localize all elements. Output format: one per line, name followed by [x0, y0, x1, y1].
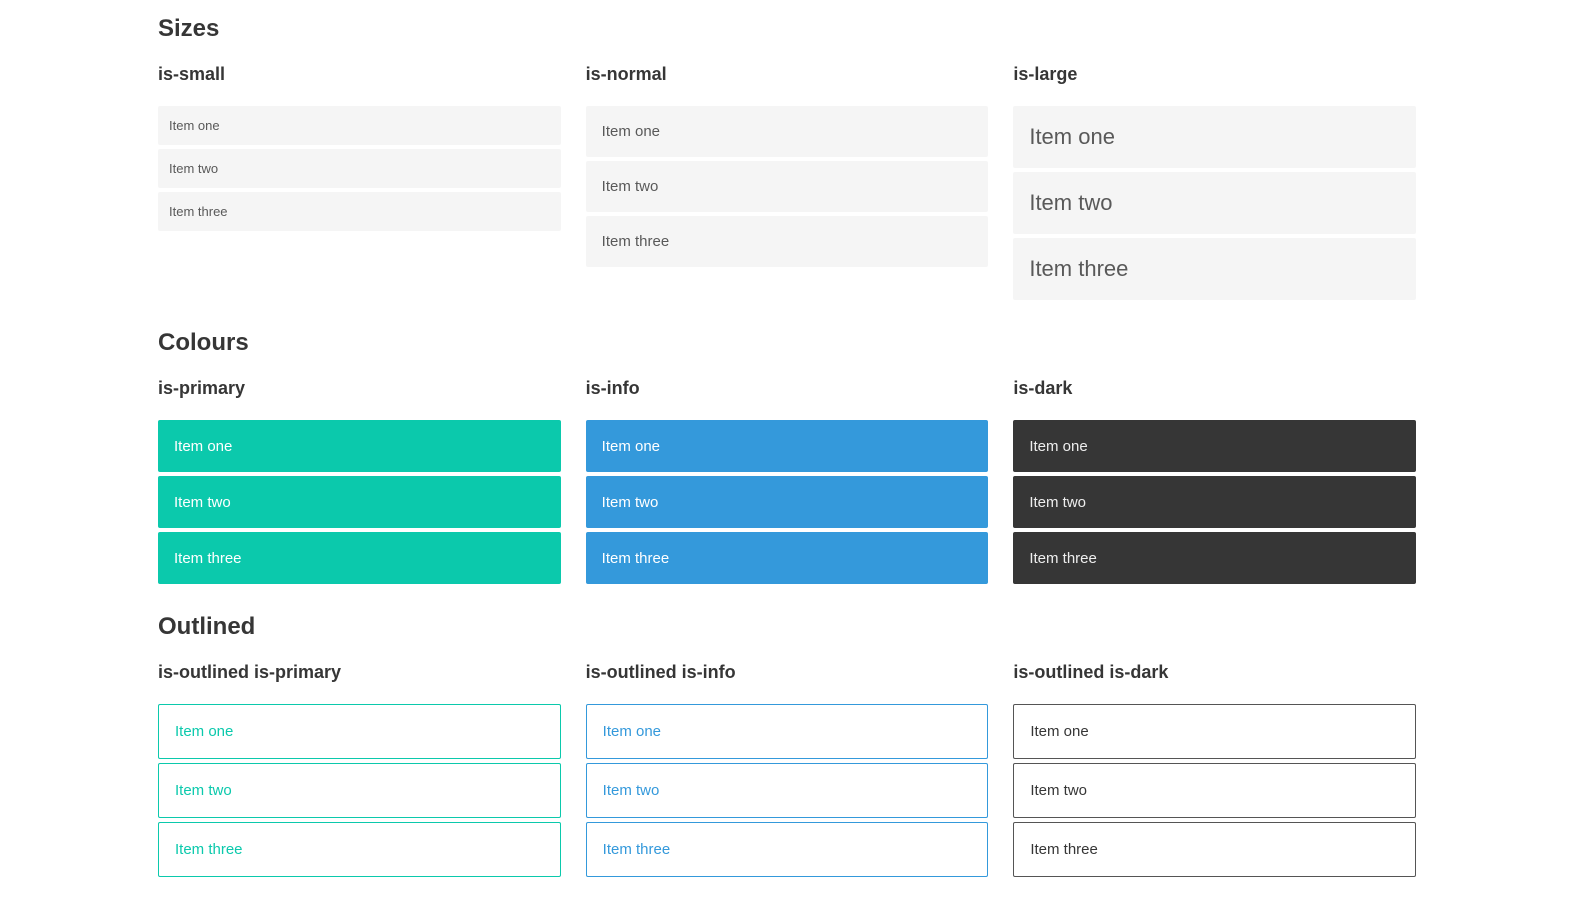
- column-is-outlined-is-primary: is-outlined is-primary Item one Item two…: [158, 661, 561, 881]
- list-item: Item one: [1013, 420, 1416, 472]
- list-item: Item one: [158, 420, 561, 472]
- list-item: Item three: [158, 532, 561, 584]
- outlined-grid: is-outlined is-primary Item one Item two…: [158, 661, 1416, 881]
- list-item: Item two: [585, 161, 989, 212]
- column-is-dark: is-dark Item one Item two Item three: [1013, 377, 1416, 588]
- list-item: Item one: [585, 704, 989, 759]
- list-item: Item one: [158, 704, 561, 759]
- section-outlined: Outlined is-outlined is-primary Item one…: [158, 613, 1416, 881]
- item-list-large: Item one Item two Item three: [1013, 106, 1416, 300]
- list-item: Item two: [158, 476, 561, 528]
- section-title-outlined: Outlined: [158, 613, 256, 640]
- list-item: Item one: [585, 420, 989, 472]
- section-title-colours: Colours: [158, 329, 249, 356]
- column-label-is-primary: is-primary: [158, 378, 246, 398]
- list-item: Item three: [1013, 822, 1416, 877]
- column-is-info: is-info Item one Item two Item three: [585, 377, 989, 588]
- column-label-is-small: is-small: [158, 64, 226, 84]
- column-label-is-normal: is-normal: [585, 64, 667, 84]
- list-item: Item one: [585, 106, 989, 157]
- list-item: Item two: [585, 476, 989, 528]
- item-list-primary: Item one Item two Item three: [158, 420, 561, 584]
- list-item: Item three: [158, 822, 561, 877]
- section-colours: Colours is-primary Item one Item two Ite…: [158, 329, 1416, 588]
- list-item: Item two: [585, 763, 989, 818]
- list-item: Item one: [1013, 704, 1416, 759]
- column-label-is-outlined-is-info: is-outlined is-info: [585, 662, 736, 682]
- list-item: Item two: [1013, 172, 1416, 234]
- list-item: Item two: [1013, 763, 1416, 818]
- list-item: Item three: [585, 532, 989, 584]
- column-is-primary: is-primary Item one Item two Item three: [158, 377, 561, 588]
- list-item: Item three: [1013, 238, 1416, 300]
- colours-grid: is-primary Item one Item two Item three …: [158, 377, 1416, 588]
- sizes-grid: is-small Item one Item two Item three is…: [158, 63, 1416, 304]
- item-list-outlined-primary: Item one Item two Item three: [158, 704, 561, 877]
- column-is-normal: is-normal Item one Item two Item three: [585, 63, 989, 304]
- item-list-dark: Item one Item two Item three: [1013, 420, 1416, 584]
- list-item: Item three: [585, 822, 989, 877]
- list-item: Item one: [1013, 106, 1416, 168]
- column-label-is-info: is-info: [585, 378, 640, 398]
- column-label-is-outlined-is-primary: is-outlined is-primary: [158, 662, 342, 682]
- item-list-outlined-dark: Item one Item two Item three: [1013, 704, 1416, 877]
- item-list-info: Item one Item two Item three: [585, 420, 989, 584]
- list-item: Item three: [585, 216, 989, 267]
- list-item: Item two: [158, 763, 561, 818]
- column-label-is-large: is-large: [1013, 64, 1078, 84]
- list-item: Item three: [158, 192, 561, 231]
- column-is-large: is-large Item one Item two Item three: [1013, 63, 1416, 304]
- section-sizes: Sizes is-small Item one Item two Item th…: [158, 15, 1416, 304]
- column-is-small: is-small Item one Item two Item three: [158, 63, 561, 304]
- column-is-outlined-is-dark: is-outlined is-dark Item one Item two It…: [1013, 661, 1416, 881]
- section-title-sizes: Sizes: [158, 15, 220, 42]
- list-item: Item one: [158, 106, 561, 145]
- list-item: Item three: [1013, 532, 1416, 584]
- column-label-is-dark: is-dark: [1013, 378, 1073, 398]
- column-is-outlined-is-info: is-outlined is-info Item one Item two It…: [585, 661, 989, 881]
- item-list-outlined-info: Item one Item two Item three: [585, 704, 989, 877]
- column-label-is-outlined-is-dark: is-outlined is-dark: [1013, 662, 1169, 682]
- list-item: Item two: [158, 149, 561, 188]
- list-item: Item two: [1013, 476, 1416, 528]
- item-list-normal: Item one Item two Item three: [585, 106, 989, 267]
- item-list-small: Item one Item two Item three: [158, 106, 561, 231]
